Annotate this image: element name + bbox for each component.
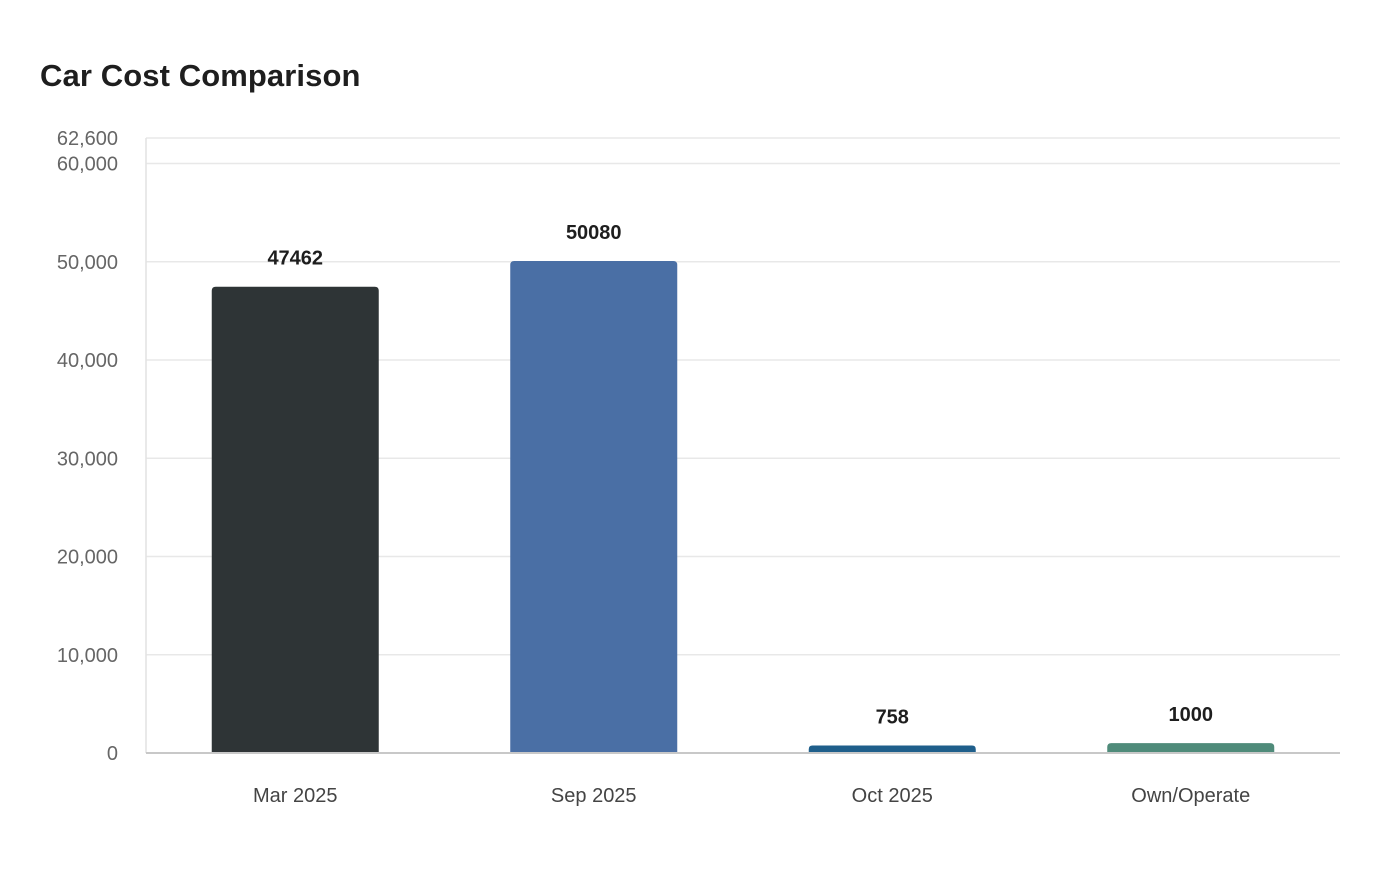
y-tick-label: 62,600 bbox=[57, 128, 118, 150]
x-tick-label: Oct 2025 bbox=[852, 785, 933, 807]
y-tick-label: 60,000 bbox=[57, 154, 118, 176]
data-label: 50080 bbox=[566, 222, 622, 244]
y-tick-label: 40,000 bbox=[57, 350, 118, 372]
x-tick-label: Mar 2025 bbox=[253, 785, 338, 807]
x-axis: Mar 2025 Sep 2025 Oct 2025 Own/Operate bbox=[146, 752, 1340, 807]
data-label: 758 bbox=[876, 707, 909, 729]
bars: 47462 50080 758 1000 bbox=[211, 222, 1275, 753]
y-tick-label: 30,000 bbox=[57, 448, 118, 470]
y-tick-label: 50,000 bbox=[57, 252, 118, 274]
data-label: 47462 bbox=[267, 248, 323, 270]
chart-title: Car Cost Comparison bbox=[40, 58, 361, 93]
y-axis: 0 10,000 20,000 30,000 40,000 50,000 60,000 62,… bbox=[57, 128, 147, 765]
x-tick-label: Own/Operate bbox=[1131, 785, 1250, 807]
data-label: 1000 bbox=[1169, 704, 1214, 726]
bar-3 bbox=[808, 745, 976, 753]
y-tick-label: 20,000 bbox=[57, 547, 118, 569]
bar-1 bbox=[211, 286, 379, 753]
bar-2 bbox=[510, 261, 678, 753]
y-tick-label: 10,000 bbox=[57, 645, 118, 667]
x-tick-label: Sep 2025 bbox=[551, 785, 637, 807]
y-tick-label: 0 bbox=[107, 743, 118, 765]
bar-4 bbox=[1107, 743, 1275, 753]
